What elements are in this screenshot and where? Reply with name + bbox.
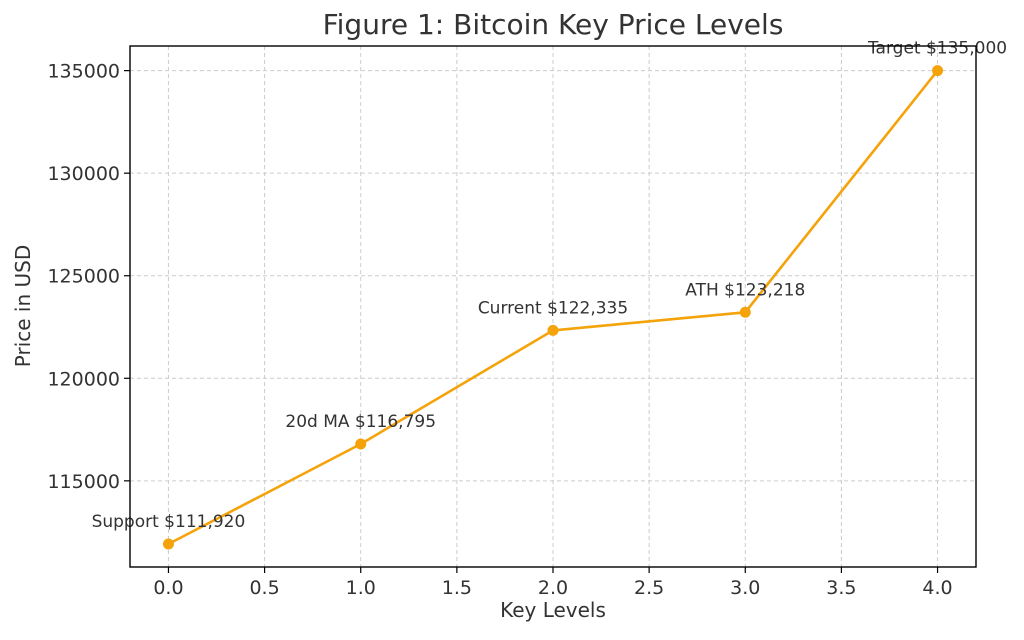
point-annotation: Support $111,920 bbox=[92, 512, 246, 532]
annotations: Support $111,920 20d MA $116,795 Current $… bbox=[92, 39, 1008, 532]
chart-title: Figure 1: Bitcoin Key Price Levels bbox=[323, 8, 784, 41]
data-point bbox=[162, 538, 174, 550]
x-tick-label: 3.0 bbox=[730, 577, 760, 599]
point-annotation: 20d MA $116,795 bbox=[285, 412, 436, 432]
x-tick-label: 2.5 bbox=[634, 577, 664, 599]
data-point bbox=[547, 324, 559, 336]
y-tick-label: 130000 bbox=[47, 163, 120, 185]
data-point bbox=[355, 438, 367, 450]
point-annotation: Target $135,000 bbox=[867, 39, 1007, 59]
data-points bbox=[162, 65, 944, 550]
x-axis-label: Key Levels bbox=[500, 598, 606, 622]
point-annotation: Current $122,335 bbox=[478, 298, 628, 318]
x-axis: 0.0 0.5 1.0 1.5 2.0 2.5 3.0 3.5 4.0 bbox=[153, 567, 953, 599]
x-tick-label: 3.5 bbox=[826, 577, 856, 599]
y-tick-label: 125000 bbox=[47, 266, 120, 288]
y-tick-label: 120000 bbox=[47, 368, 120, 390]
x-tick-label: 4.0 bbox=[922, 577, 952, 599]
y-axis: 115000 120000 125000 130000 135000 bbox=[47, 61, 130, 493]
point-annotation: ATH $123,218 bbox=[685, 280, 805, 300]
x-tick-label: 0.5 bbox=[249, 577, 279, 599]
grid bbox=[130, 46, 976, 567]
y-tick-label: 135000 bbox=[47, 61, 120, 83]
y-axis-label: Price in USD bbox=[11, 245, 35, 367]
x-tick-label: 1.5 bbox=[442, 577, 472, 599]
x-tick-label: 1.0 bbox=[346, 577, 376, 599]
y-tick-label: 115000 bbox=[47, 471, 120, 493]
data-point bbox=[739, 306, 751, 318]
data-point bbox=[932, 65, 944, 77]
x-tick-label: 2.0 bbox=[538, 577, 568, 599]
x-tick-label: 0.0 bbox=[153, 577, 183, 599]
